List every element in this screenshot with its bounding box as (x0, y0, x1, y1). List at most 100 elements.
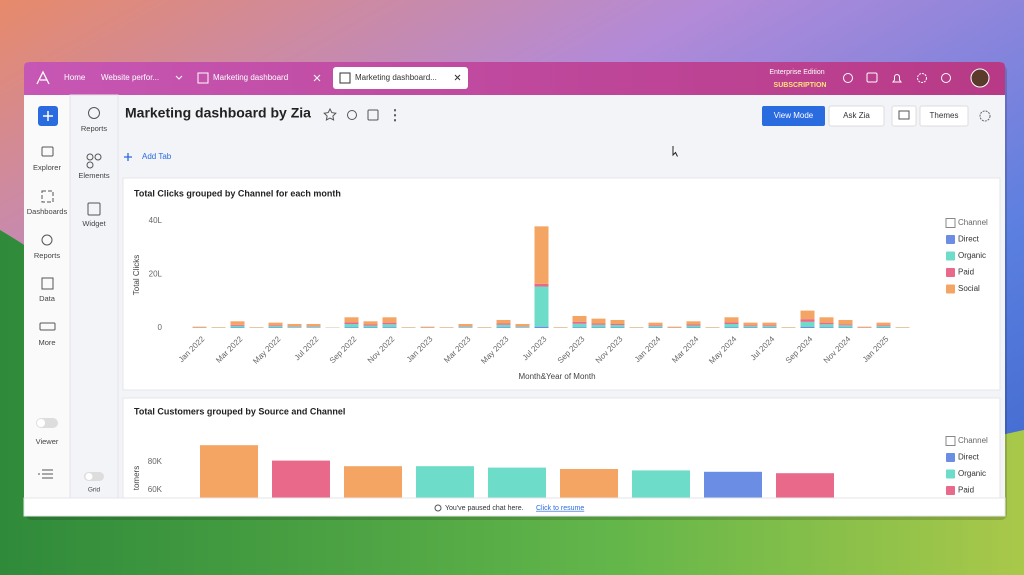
button-label: Ask Zia (843, 111, 870, 120)
close-icon[interactable] (313, 74, 321, 82)
ask-zia-button[interactable] (828, 105, 885, 127)
panel-reports-icon[interactable] (88, 107, 100, 119)
refresh-icon[interactable] (347, 110, 357, 120)
legend-label: Social (958, 284, 980, 293)
search-icon[interactable] (843, 73, 853, 83)
bar-segment (572, 315, 587, 322)
bar-segment (743, 322, 758, 326)
legend-swatch (946, 453, 955, 462)
toggle-knob (85, 473, 93, 480)
legend-swatch (946, 469, 955, 479)
bar-segment (610, 327, 625, 328)
bar-segment (876, 322, 891, 326)
bar-segment (534, 286, 549, 327)
bar-segment (382, 322, 397, 325)
bar-segment (876, 327, 891, 328)
bar-segment (610, 325, 625, 328)
bar-segment (439, 327, 454, 328)
tab-icon (197, 72, 209, 84)
bell-icon[interactable] (892, 74, 902, 83)
bar-segment (743, 326, 758, 328)
logo (36, 70, 50, 85)
edition: Enterprise Edition (769, 69, 824, 76)
bar-segment (819, 327, 834, 328)
bar-segment (477, 327, 492, 328)
data-icon[interactable] (41, 277, 54, 290)
bar-segment (724, 317, 739, 323)
resume-link[interactable]: Click to resume (536, 505, 584, 512)
widget-icon[interactable] (87, 202, 101, 216)
settings-icon[interactable] (979, 110, 991, 122)
subscription-link[interactable]: SUBSCRIPTION (774, 82, 827, 89)
close-icon[interactable] (454, 74, 461, 81)
avatar[interactable] (970, 68, 990, 88)
panel-item[interactable]: Reports (81, 124, 108, 133)
help-icon[interactable] (941, 73, 951, 83)
elements-icon (94, 153, 102, 161)
bar-segment (838, 319, 853, 325)
nav-item[interactable]: Dashboards (27, 207, 68, 216)
bar-segment (230, 325, 245, 328)
active-tab[interactable] (333, 67, 468, 89)
settings-icon[interactable] (917, 73, 927, 83)
nav-item: Viewer (36, 437, 59, 446)
more-icon[interactable] (39, 322, 56, 331)
y-tick-label: 60K (148, 485, 163, 494)
tab[interactable]: Marketing dashboard (213, 73, 288, 82)
monitor-icon (898, 110, 910, 120)
bar-segment (724, 323, 739, 328)
nav-item[interactable]: Explorer (33, 163, 61, 172)
bar-segment (572, 321, 587, 324)
bar-segment (762, 325, 777, 327)
save-icon[interactable] (367, 109, 379, 121)
bar-segment (591, 324, 606, 328)
chat-icon[interactable] (866, 72, 878, 83)
dropdown-icon[interactable] (175, 75, 183, 80)
add-tab-icon[interactable] (124, 153, 132, 161)
tab[interactable]: Marketing dashboard... (355, 73, 437, 82)
nav-item[interactable]: Data (39, 294, 56, 303)
panel-item[interactable]: Widget (82, 219, 106, 228)
dashboards-icon[interactable] (41, 190, 54, 203)
plus-icon (43, 111, 53, 121)
collapse-icon[interactable] (38, 469, 53, 479)
legend-label: Direct (958, 453, 980, 462)
elements-icon[interactable] (86, 153, 94, 161)
legend-swatch (946, 268, 955, 277)
add-tab[interactable]: Add Tab (142, 152, 172, 161)
reports-icon[interactable] (41, 234, 53, 246)
nav-item[interactable]: More (38, 338, 55, 347)
themes-button[interactable] (919, 105, 969, 127)
legend-title: Channel (958, 436, 988, 445)
bar-segment (287, 323, 302, 327)
panel-item[interactable]: Elements (78, 171, 110, 180)
view-mode-button[interactable] (762, 106, 825, 126)
home-tab[interactable]: Home (64, 73, 86, 82)
legend-checkbox[interactable] (945, 436, 956, 446)
bar-segment (610, 323, 625, 326)
bar-segment (382, 324, 397, 328)
favorite-icon[interactable] (323, 107, 337, 121)
bar-segment (591, 323, 606, 325)
explorer-icon[interactable] (41, 146, 54, 157)
y-axis-label: Total Clicks (132, 255, 141, 295)
bar-segment (211, 327, 226, 328)
bar-segment (895, 327, 910, 328)
bar-segment (344, 323, 359, 328)
bar-segment (686, 325, 701, 328)
bar-segment (743, 325, 758, 327)
bar-segment (230, 321, 245, 325)
nav-item[interactable]: Reports (34, 251, 61, 260)
tab[interactable]: Website perfor... (101, 73, 159, 82)
bar-segment (819, 322, 834, 325)
legend-checkbox[interactable] (945, 218, 956, 228)
bar-segment (382, 317, 397, 323)
chat-message: You've paused chat here. (445, 505, 524, 512)
bar-segment (420, 326, 435, 328)
present-button[interactable] (891, 105, 917, 127)
bar-segment (192, 326, 207, 328)
bar-segment (534, 326, 549, 328)
bar-segment (591, 318, 606, 324)
